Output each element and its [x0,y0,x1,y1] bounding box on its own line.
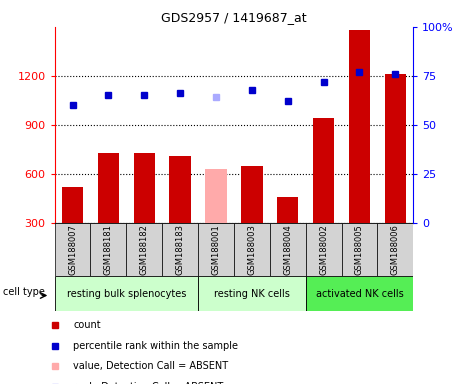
Text: GSM188003: GSM188003 [247,224,257,275]
Bar [313,118,334,272]
Text: count: count [73,319,101,329]
Bar [62,187,83,272]
Text: resting bulk splenocytes: resting bulk splenocytes [66,289,186,299]
Text: resting NK cells: resting NK cells [214,289,290,299]
Bar [306,223,342,276]
Bar [170,156,191,272]
Text: GSM188006: GSM188006 [391,224,400,275]
Text: GSM188005: GSM188005 [355,224,364,275]
Text: value, Detection Call = ABSENT: value, Detection Call = ABSENT [73,361,228,371]
Bar [198,223,234,276]
Text: cell type: cell type [3,287,45,297]
Text: GSM188004: GSM188004 [283,224,292,275]
Text: GSM188002: GSM188002 [319,224,328,275]
Bar [270,223,306,276]
Bar [198,276,306,311]
Text: GSM188183: GSM188183 [176,224,185,275]
Text: activated NK cells: activated NK cells [315,289,403,299]
Bar [385,74,406,272]
Bar [91,223,126,276]
Bar [205,169,227,272]
Bar [133,152,155,272]
Bar [378,223,413,276]
Bar [277,197,298,272]
Bar [349,30,370,272]
Text: GSM188007: GSM188007 [68,224,77,275]
Bar [126,223,162,276]
Title: GDS2957 / 1419687_at: GDS2957 / 1419687_at [161,11,307,24]
Bar [98,152,119,272]
Bar [241,166,263,272]
Bar [55,276,198,311]
Text: GSM188182: GSM188182 [140,224,149,275]
Bar [55,223,91,276]
Bar [342,223,378,276]
Bar [162,223,198,276]
Bar [306,276,413,311]
Text: percentile rank within the sample: percentile rank within the sample [73,341,238,351]
Text: GSM188001: GSM188001 [211,224,220,275]
Text: GSM188181: GSM188181 [104,224,113,275]
Bar [234,223,270,276]
Text: rank, Detection Call = ABSENT: rank, Detection Call = ABSENT [73,382,224,384]
